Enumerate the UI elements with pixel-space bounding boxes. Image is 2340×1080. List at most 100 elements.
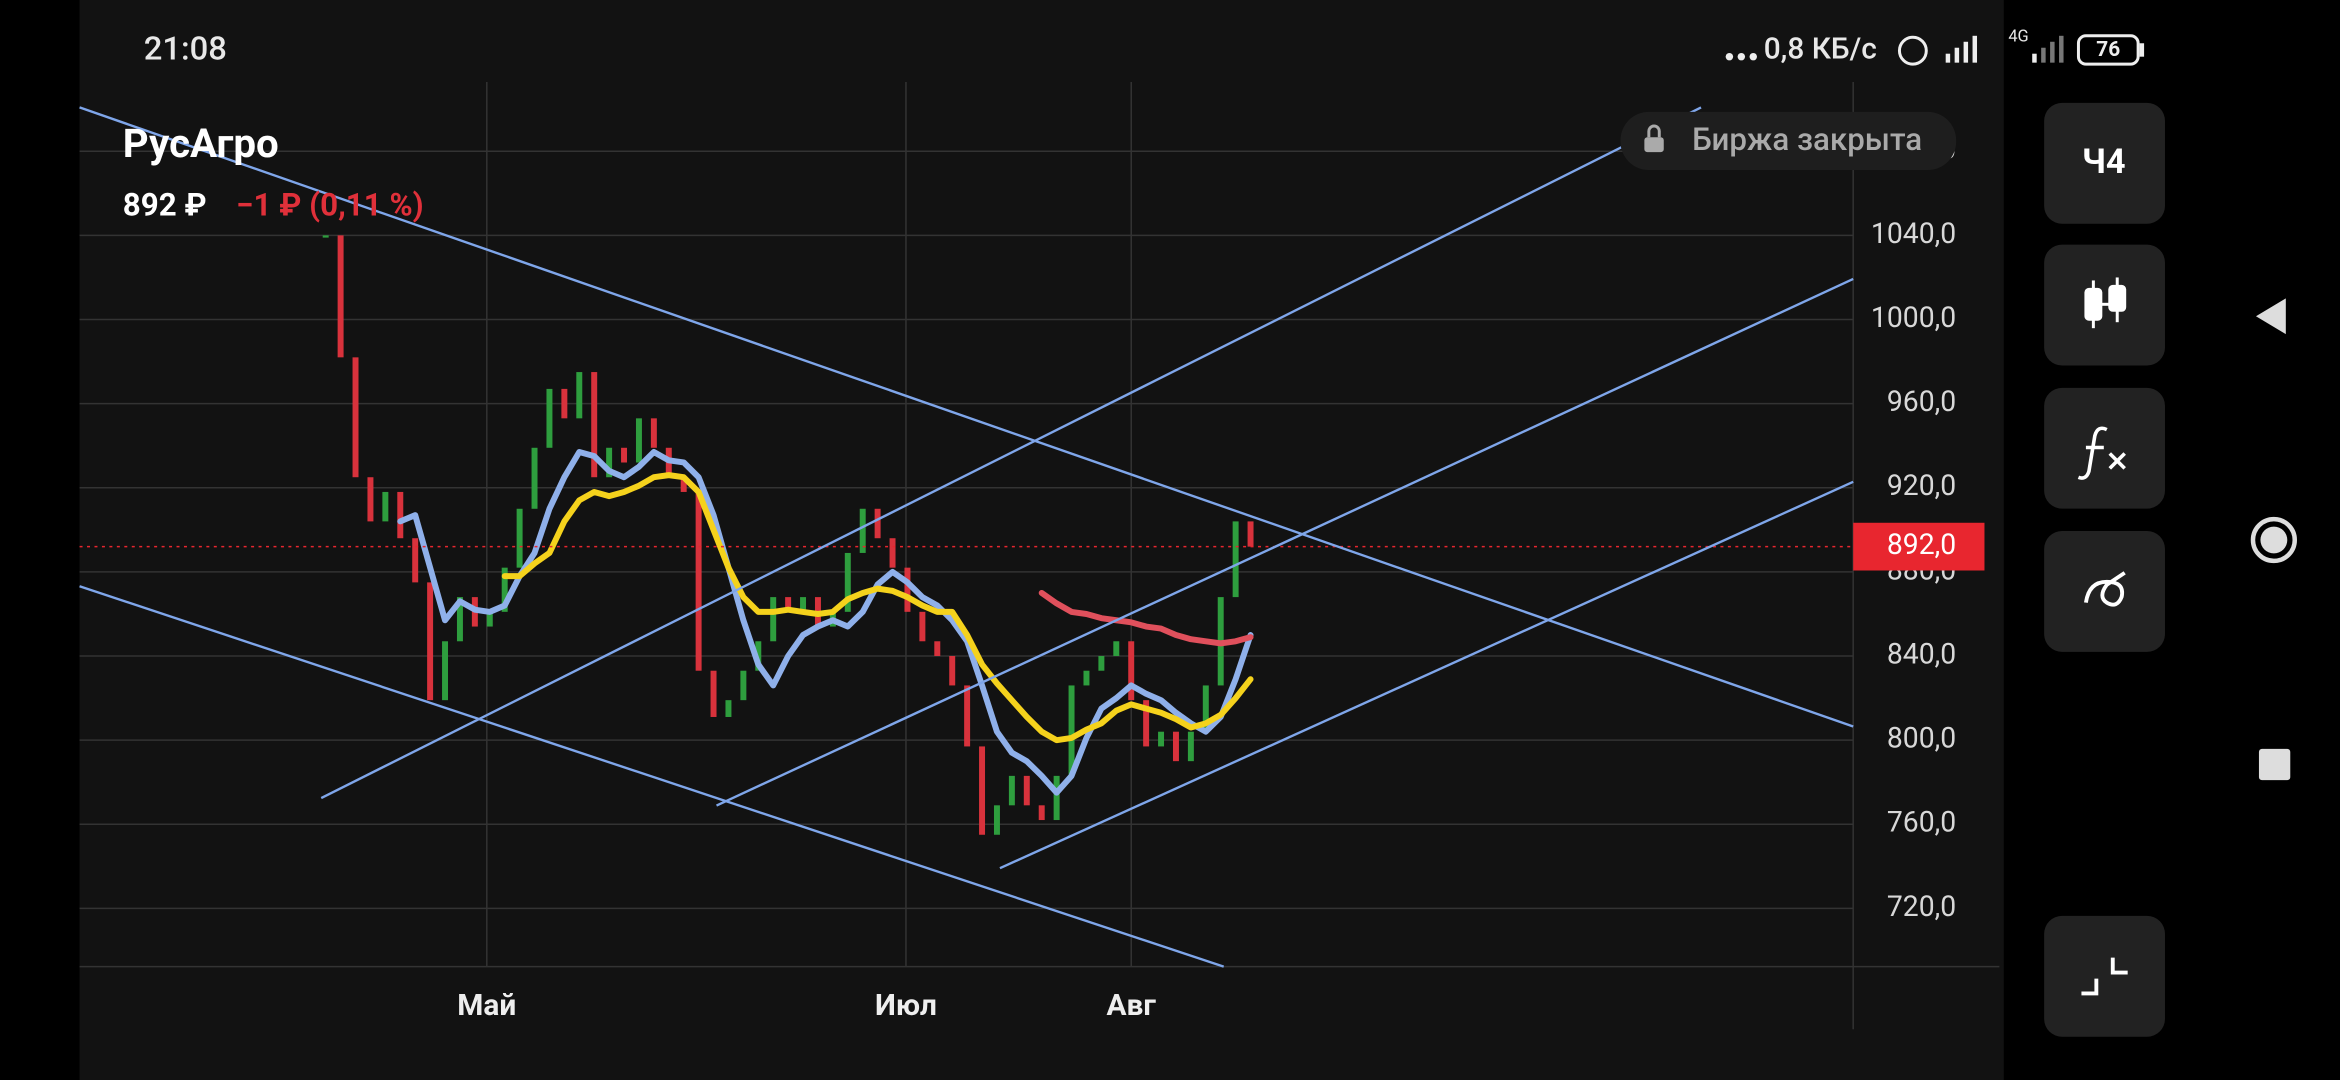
dot [1725,52,1734,61]
candle [710,670,717,717]
candle [964,685,971,747]
candle [412,538,419,583]
signal-icon [1945,35,2064,63]
lock-shackle [1647,124,1661,138]
price: 892 ₽ [123,187,207,224]
moving-average-line [501,472,1254,744]
candle [993,805,1000,835]
market-status: Биржа закрыта [1692,121,1922,158]
nav-home[interactable] [2250,516,2297,564]
candle [889,538,896,568]
alarm-icon [1897,35,1928,66]
candle [1038,805,1045,821]
candle [337,235,344,358]
candle [516,508,523,568]
candle [859,508,866,553]
interval-button[interactable] [2044,102,2165,224]
candle [486,611,493,627]
indicators-button[interactable] [2044,387,2165,509]
chart: 720,0760,0800,0840,0880,0920,0960,01000,… [79,82,2000,1030]
fx-icon [2077,426,2126,480]
candle [680,477,687,492]
y-tick-label: 840,0 [1887,637,1956,670]
candle [531,447,538,509]
candle [844,552,851,612]
nav-recents[interactable] [2258,748,2291,781]
candle [1187,731,1194,762]
trend-line [320,106,1702,800]
battery-level: 76 [2096,38,2120,62]
candle [1008,775,1015,806]
candle [621,447,628,463]
candle [367,477,374,522]
trend-lines [79,106,1854,968]
status-time: 21:08 [144,30,227,68]
y-tick-label: 920,0 [1887,469,1956,502]
candle [1232,521,1239,598]
candle [650,418,657,448]
candle [740,670,747,701]
candle [606,447,613,478]
lock-icon [1644,137,1664,153]
candle [442,641,449,701]
y-tick-label: 1000,0 [1871,301,1956,334]
collapse-button[interactable] [2044,915,2165,1037]
current-price-label: 892,0 [1887,528,1956,561]
price-change: −1 ₽ (0,11 %) [236,187,423,224]
candle [725,700,732,717]
drawing-icon [2083,571,2126,607]
moving-average-line [1038,589,1254,647]
candle [561,388,568,419]
candle [904,567,911,612]
network-type: 4G [2008,28,2028,47]
y-tick-label: 960,0 [1887,385,1956,418]
interval-label: Ч4 [2082,142,2126,182]
moving-average-line [397,449,1254,796]
market-status-badge [1620,111,1957,171]
nav-back[interactable] [2255,298,2286,335]
battery-tip [2139,43,2145,57]
candle [397,491,404,539]
candle [456,597,463,642]
candle [1143,700,1150,747]
dot [1737,52,1746,61]
candle [1247,521,1254,547]
candle [501,567,508,612]
y-tick-label: 800,0 [1887,722,1956,755]
candle [1158,731,1165,747]
candle [1128,641,1135,701]
candle [874,508,881,539]
collapse-icon [2081,957,2128,996]
y-tick-label: 760,0 [1887,806,1956,839]
candle [576,372,583,419]
trend-line [999,480,1854,870]
candle [979,746,986,835]
y-tick-label: 720,0 [1887,890,1956,923]
x-tick-label: Июл [875,988,937,1023]
battery-icon [2076,34,2140,66]
network-speed: 0,8 КБ/с [1764,32,1877,67]
candle [1113,641,1120,656]
candle [934,641,941,656]
candle [1068,685,1075,776]
candle [1053,775,1060,821]
candle [427,582,434,701]
candle [1098,655,1105,671]
candle [546,388,553,448]
trend-line [79,585,1225,968]
nav-home-dot [2260,526,2288,554]
candle [1083,670,1090,686]
candle-icon [2084,277,2127,329]
candle [635,418,642,463]
current-price-tag [1853,522,1985,571]
candle [382,491,389,522]
candle [949,655,956,686]
y-tick-label: 1040,0 [1871,217,1956,250]
candle [770,597,777,642]
candle [785,597,792,612]
candle [919,611,926,642]
candle [1202,685,1209,732]
candle [591,372,598,478]
